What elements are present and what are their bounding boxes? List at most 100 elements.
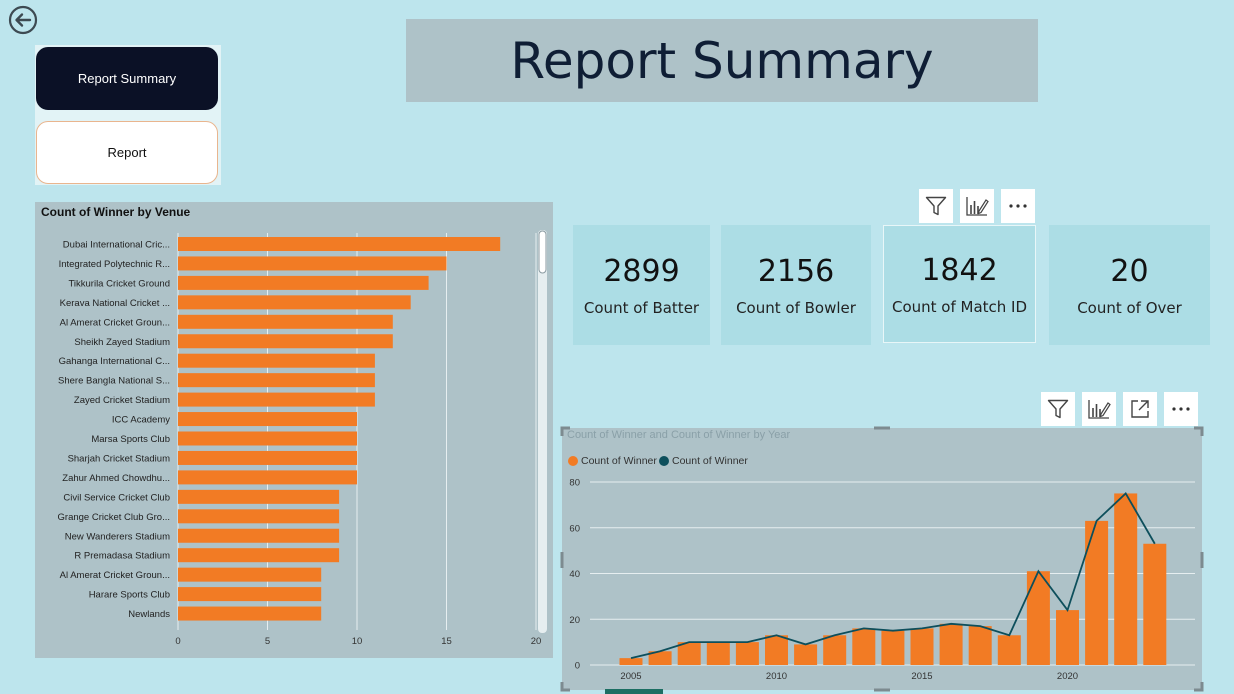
year-chart-filter-button[interactable] (1041, 392, 1075, 426)
kpi-label: Count of Batter (583, 298, 700, 317)
year-bar (1143, 543, 1167, 665)
kpi-label: Count of Bowler (736, 298, 856, 317)
more-options-icon (1172, 407, 1190, 411)
card-analytics-button[interactable] (960, 189, 994, 223)
venue-bar (178, 489, 340, 504)
year-bar (852, 628, 876, 665)
category-label: Kerava National Cricket ... (60, 298, 170, 309)
year-bar (881, 630, 905, 665)
year-bar (1085, 520, 1109, 665)
scrollbar-track (538, 230, 547, 633)
series-line (630, 492, 1156, 660)
x-tick-label: 2020 (1057, 671, 1078, 682)
venue-bar (178, 353, 375, 368)
year-chart-analytics-button[interactable] (1082, 392, 1116, 426)
venue-bar (178, 334, 393, 349)
legend-item-bar: Count of Winner (568, 455, 657, 467)
venue-bar (178, 450, 357, 465)
category-label: Shere Bangla National S... (58, 376, 170, 387)
venue-bar (178, 470, 357, 485)
year-bar (677, 642, 701, 665)
x-tick-label: 15 (441, 636, 452, 647)
chart-title: Count of Winner and Count of Winner by Y… (567, 429, 791, 441)
category-label: Al Amerat Cricket Groun... (60, 570, 170, 581)
report-summary-button[interactable]: Report Summary (36, 47, 218, 110)
year-bar (910, 628, 934, 665)
page-title: Report Summary (510, 31, 934, 90)
x-tick-label: 10 (352, 636, 363, 647)
venue-bar (178, 256, 447, 271)
venue-bar (178, 431, 357, 446)
x-tick-label: 2005 (620, 671, 641, 682)
report-summary-button-label: Report Summary (77, 71, 177, 86)
kpi-label: Count of Over (1077, 298, 1182, 317)
year-bar (823, 635, 847, 665)
year-bar (706, 642, 730, 665)
category-label: Dubai International Cric... (63, 240, 170, 251)
kpi-card-over[interactable]: 20 Count of Over (1049, 225, 1210, 345)
venue-bar (178, 295, 411, 310)
kpi-label: Count of Match ID (891, 297, 1028, 316)
venue-chart-panel[interactable]: Count of Winner by Venue 0 5 10 15 20 Dubai I… (35, 202, 553, 658)
category-label: Grange Cricket Club Gro... (58, 512, 170, 523)
year-bar (968, 626, 992, 665)
venue-bar (178, 373, 375, 388)
chart-title: Count of Winner by Venue (41, 205, 191, 219)
venue-bar (178, 392, 375, 407)
y-tick-label: 80 (569, 478, 580, 489)
year-chart-more-options-button[interactable] (1164, 392, 1198, 426)
card-more-options-button[interactable] (1001, 189, 1035, 223)
back-button[interactable] (8, 5, 38, 35)
year-combo-chart: 0 20 40 60 80 2005 2010 2015 2020 (569, 478, 1195, 682)
x-tick-label: 0 (175, 636, 180, 647)
venue-bar (178, 548, 340, 563)
scrollbar-thumb (538, 230, 547, 274)
category-label: Harare Sports Club (89, 590, 170, 601)
venue-bar (178, 509, 340, 524)
filter-icon (925, 196, 947, 216)
year-chart-focus-button[interactable] (1123, 392, 1157, 426)
legend-label: Count of Winner (672, 455, 748, 467)
kpi-value: 1842 (921, 252, 998, 288)
selection-frame (560, 426, 1204, 692)
y-tick-label: 0 (575, 661, 580, 672)
kpi-card-batter[interactable]: 2899 Count of Batter (573, 225, 710, 345)
venue-bar (178, 412, 357, 427)
kpi-value: 20 (1110, 253, 1149, 289)
venue-bar (178, 275, 429, 290)
y-tick-label: 40 (569, 569, 580, 580)
category-label: Zayed Cricket Stadium (74, 395, 170, 406)
kpi-value: 2899 (603, 253, 680, 289)
x-tick-label: 2015 (911, 671, 932, 682)
year-bar (1056, 610, 1079, 665)
year-bar (648, 651, 672, 665)
year-bar (1114, 493, 1138, 665)
category-label: Al Amerat Cricket Groun... (60, 317, 170, 328)
category-label: Civil Service Cricket Club (63, 492, 170, 503)
kpi-card-match-id[interactable]: 1842 Count of Match ID (883, 225, 1036, 343)
report-button[interactable]: Report (36, 121, 218, 184)
category-label: Gahanga International C... (59, 356, 170, 367)
more-options-icon (1009, 204, 1027, 208)
category-label: R Premadasa Stadium (74, 551, 170, 562)
year-bar (735, 642, 759, 665)
category-label: New Wanderers Stadium (65, 531, 170, 542)
year-chart-panel[interactable]: Count of Winner and Count of Winner by Y… (562, 428, 1202, 690)
legend-dot (568, 456, 578, 466)
x-tick-label: 20 (531, 636, 542, 647)
category-label: Sharjah Cricket Stadium (68, 453, 171, 464)
venue-bar (178, 237, 501, 251)
page-navigator: Report Summary Report (35, 45, 221, 185)
category-label: Marsa Sports Club (91, 434, 170, 445)
category-label: Sheikh Zayed Stadium (74, 337, 170, 348)
card-filter-button[interactable] (919, 189, 953, 223)
year-bar (765, 635, 788, 665)
filter-icon (1047, 399, 1069, 419)
category-label: Newlands (128, 609, 170, 620)
venue-bar (178, 314, 393, 329)
venue-bar (178, 528, 340, 543)
kpi-card-bowler[interactable]: 2156 Count of Bowler (721, 225, 871, 345)
year-bar (997, 635, 1021, 665)
legend-label: Count of Winner (581, 455, 657, 467)
analytics-icon (966, 197, 989, 216)
